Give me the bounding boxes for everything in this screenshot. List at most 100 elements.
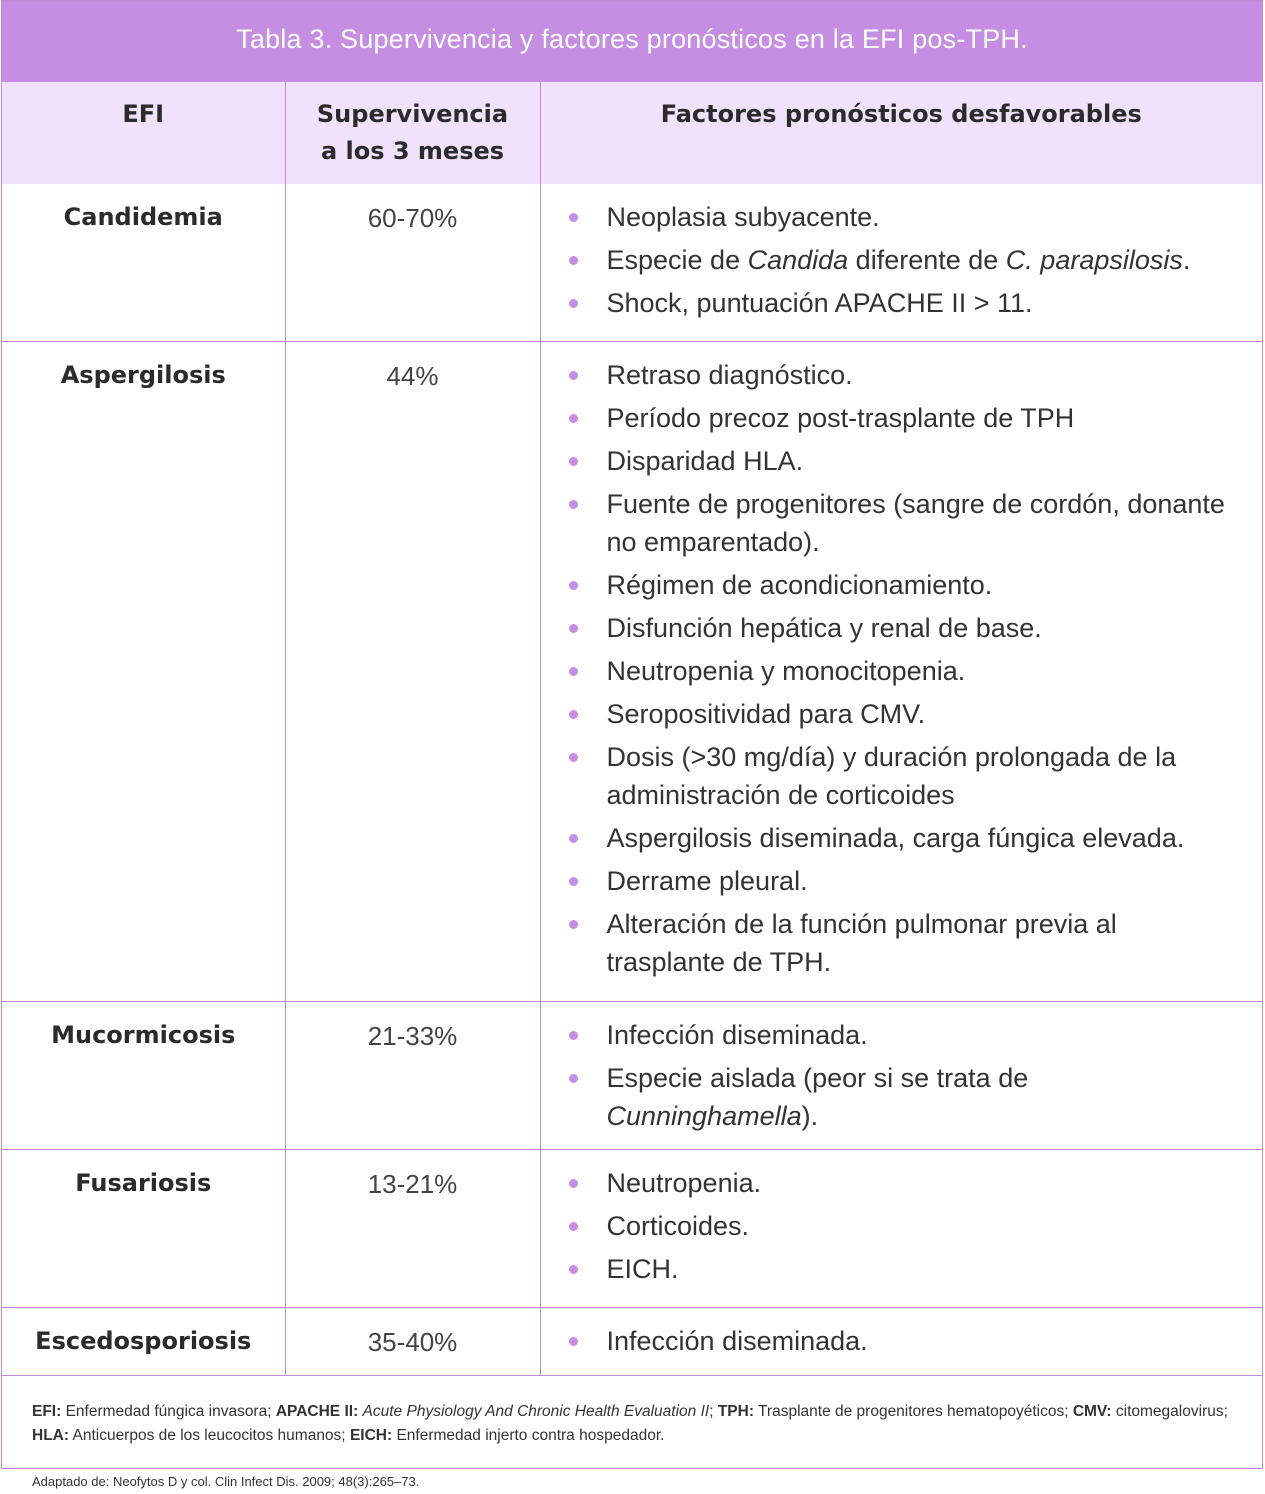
header-survival-line1: Supervivencia — [316, 100, 509, 128]
header-survival: Supervivencia a los 3 meses — [285, 82, 541, 184]
abbr-definition: Anticuerpos de los leucocitos humanos; — [72, 1426, 346, 1444]
factor-list: Neutropenia. Corticoides. EICH. — [568, 1164, 1243, 1288]
footnote: EFI: Enfermedad fúngica invasora; APACHE… — [2, 1376, 1262, 1494]
abbr-term: TPH: — [717, 1402, 754, 1420]
list-item: Neutropenia. — [568, 1164, 1243, 1202]
cell-factors: Neutropenia. Corticoides. EICH. — [540, 1149, 1262, 1308]
list-item: Retraso diagnóstico. — [568, 356, 1243, 394]
abbr-term: CMV: — [1072, 1402, 1112, 1420]
bullet-icon — [568, 456, 578, 466]
factor-text: Retraso diagnóstico. — [606, 359, 853, 390]
factor-text: EICH. — [606, 1253, 679, 1284]
table-row: Escedosporiosis 35-40% Infección diseminad… — [2, 1307, 1262, 1376]
factor-text: Seropositividad para CMV. — [606, 698, 926, 729]
list-item: Derrame pleural. — [568, 862, 1243, 900]
cell-efi-name: Escedosporiosis — [2, 1307, 286, 1376]
list-item: Régimen de acondicionamiento. — [568, 566, 1243, 604]
list-item: Infección diseminada. — [568, 1016, 1243, 1054]
factor-text: Infección diseminada. — [606, 1325, 868, 1356]
bullet-icon — [568, 256, 578, 265]
header-factors: Factores pronósticos desfavorables — [540, 82, 1262, 184]
cell-survival: 44% — [285, 341, 541, 1002]
list-item: Neutropenia y monocitopenia. — [568, 652, 1243, 690]
cell-survival: 60-70% — [285, 184, 541, 342]
list-item: Seropositividad para CMV. — [568, 695, 1243, 733]
bullet-icon — [568, 1073, 578, 1083]
list-item: Neoplasia subyacente. — [568, 198, 1243, 236]
bullet-icon — [568, 499, 578, 509]
list-item: Especie de Candida diferente de C. parap… — [568, 241, 1243, 279]
factor-text: Especie de Candida diferente de C. parap… — [606, 245, 1191, 275]
list-item: Corticoides. — [568, 1207, 1243, 1245]
list-item: Disparidad HLA. — [568, 442, 1243, 480]
bullet-icon — [568, 1030, 578, 1040]
factor-text: Neutropenia. — [606, 1167, 762, 1198]
cell-survival: 35-40% — [285, 1307, 541, 1376]
factor-text: Neutropenia y monocitopenia. — [606, 655, 966, 686]
cell-survival: 21-33% — [285, 1001, 541, 1150]
abbr-term: HLA: — [32, 1426, 70, 1444]
cell-factors: Retraso diagnóstico. Período precoz post-… — [540, 341, 1262, 1002]
abbr-definition: Acute Physiology And Chronic Health Eval… — [362, 1402, 714, 1420]
list-item: Infección diseminada. — [568, 1322, 1243, 1360]
cell-factors: Infección diseminada. Especie aislada (pe… — [540, 1001, 1262, 1150]
factor-text: Infección diseminada. — [606, 1019, 868, 1050]
cell-survival: 13-21% — [285, 1149, 541, 1308]
table-title: Tabla 3. Supervivencia y factores pronós… — [2, 1, 1262, 82]
abbr-term: EFI: — [32, 1402, 62, 1420]
list-item: Aspergilosis diseminada, carga fúngica e… — [568, 819, 1243, 857]
bullet-icon — [568, 1264, 578, 1274]
factor-text: Neoplasia subyacente. — [606, 202, 880, 232]
list-item: Fuente de progenitores (sangre de cordón… — [568, 485, 1243, 561]
factor-text: Shock, puntuación APACHE II > 11. — [606, 288, 1033, 318]
list-item: EICH. — [568, 1250, 1243, 1288]
factor-list: Neoplasia subyacente. Especie de Candida … — [568, 198, 1243, 322]
bullet-icon — [568, 1336, 578, 1346]
table-row: Candidemia 60-70% Neoplasia subyacente. Esp… — [2, 184, 1262, 342]
bullet-icon — [568, 833, 578, 843]
bullet-icon — [568, 413, 578, 423]
bullet-icon — [568, 623, 578, 633]
bullet-icon — [568, 666, 578, 676]
list-item: Disfunción hepática y renal de base. — [568, 609, 1243, 647]
factor-text: Especie aislada (peor si se trata de Cun… — [606, 1062, 1029, 1131]
factor-text: Régimen de acondicionamiento. — [606, 569, 993, 600]
factor-text: Aspergilosis diseminada, carga fúngica e… — [606, 822, 1185, 853]
bullet-icon — [568, 876, 578, 886]
cell-efi-name: Fusariosis — [2, 1149, 286, 1308]
table-row: Mucormicosis 21-33% Infección diseminada. E… — [2, 1001, 1262, 1150]
bullet-icon — [568, 1221, 578, 1231]
factor-text: Disfunción hepática y renal de base. — [606, 612, 1042, 643]
list-item: Período precoz post-trasplante de TPH — [568, 399, 1243, 437]
abbr-definition: citomegalovirus; — [1115, 1402, 1228, 1420]
bullet-icon — [568, 370, 578, 380]
bullet-icon — [568, 213, 578, 222]
cell-efi-name: Candidemia — [2, 184, 286, 342]
table-row: Fusariosis 13-21% Neutropenia. Corticoides.… — [2, 1149, 1262, 1308]
table-header-row: EFI Supervivencia a los 3 meses Factores… — [2, 82, 1262, 184]
factor-text: Alteración de la función pulmonar previa… — [606, 908, 1117, 977]
table-row: Aspergilosis 44% Retraso diagnóstico. Perío… — [2, 341, 1262, 1002]
factor-text: Fuente de progenitores (sangre de cordón… — [606, 488, 1225, 557]
bullet-icon — [568, 580, 578, 590]
cell-efi-name: Aspergilosis — [2, 341, 286, 1002]
factor-text: Período precoz post-trasplante de TPH — [606, 402, 1075, 433]
list-item: Shock, puntuación APACHE II > 11. — [568, 284, 1243, 322]
abbr-term: EICH: — [349, 1426, 393, 1444]
bullet-icon — [568, 752, 578, 762]
cell-efi-name: Mucormicosis — [2, 1001, 286, 1150]
abbr-definition: Enfermedad injerto contra hospedador. — [396, 1426, 665, 1444]
header-efi: EFI — [2, 82, 286, 184]
list-item: Especie aislada (peor si se trata de Cun… — [568, 1059, 1243, 1135]
bullet-icon — [568, 919, 578, 929]
cell-factors: Infección diseminada. — [540, 1307, 1262, 1376]
factor-text: Derrame pleural. — [606, 865, 808, 896]
abbr-definition: Trasplante de progenitores hematopoyétic… — [758, 1402, 1069, 1420]
cell-factors: Neoplasia subyacente. Especie de Candida … — [540, 184, 1262, 342]
abbreviations: EFI: Enfermedad fúngica invasora; APACHE… — [32, 1400, 1232, 1448]
list-item: Alteración de la función pulmonar previa… — [568, 905, 1243, 981]
prognosis-table: EFI Supervivencia a los 3 meses Factores… — [2, 82, 1262, 1376]
factor-list: Infección diseminada. Especie aislada (pe… — [568, 1016, 1243, 1135]
factor-list: Retraso diagnóstico. Período precoz post-… — [568, 356, 1243, 981]
